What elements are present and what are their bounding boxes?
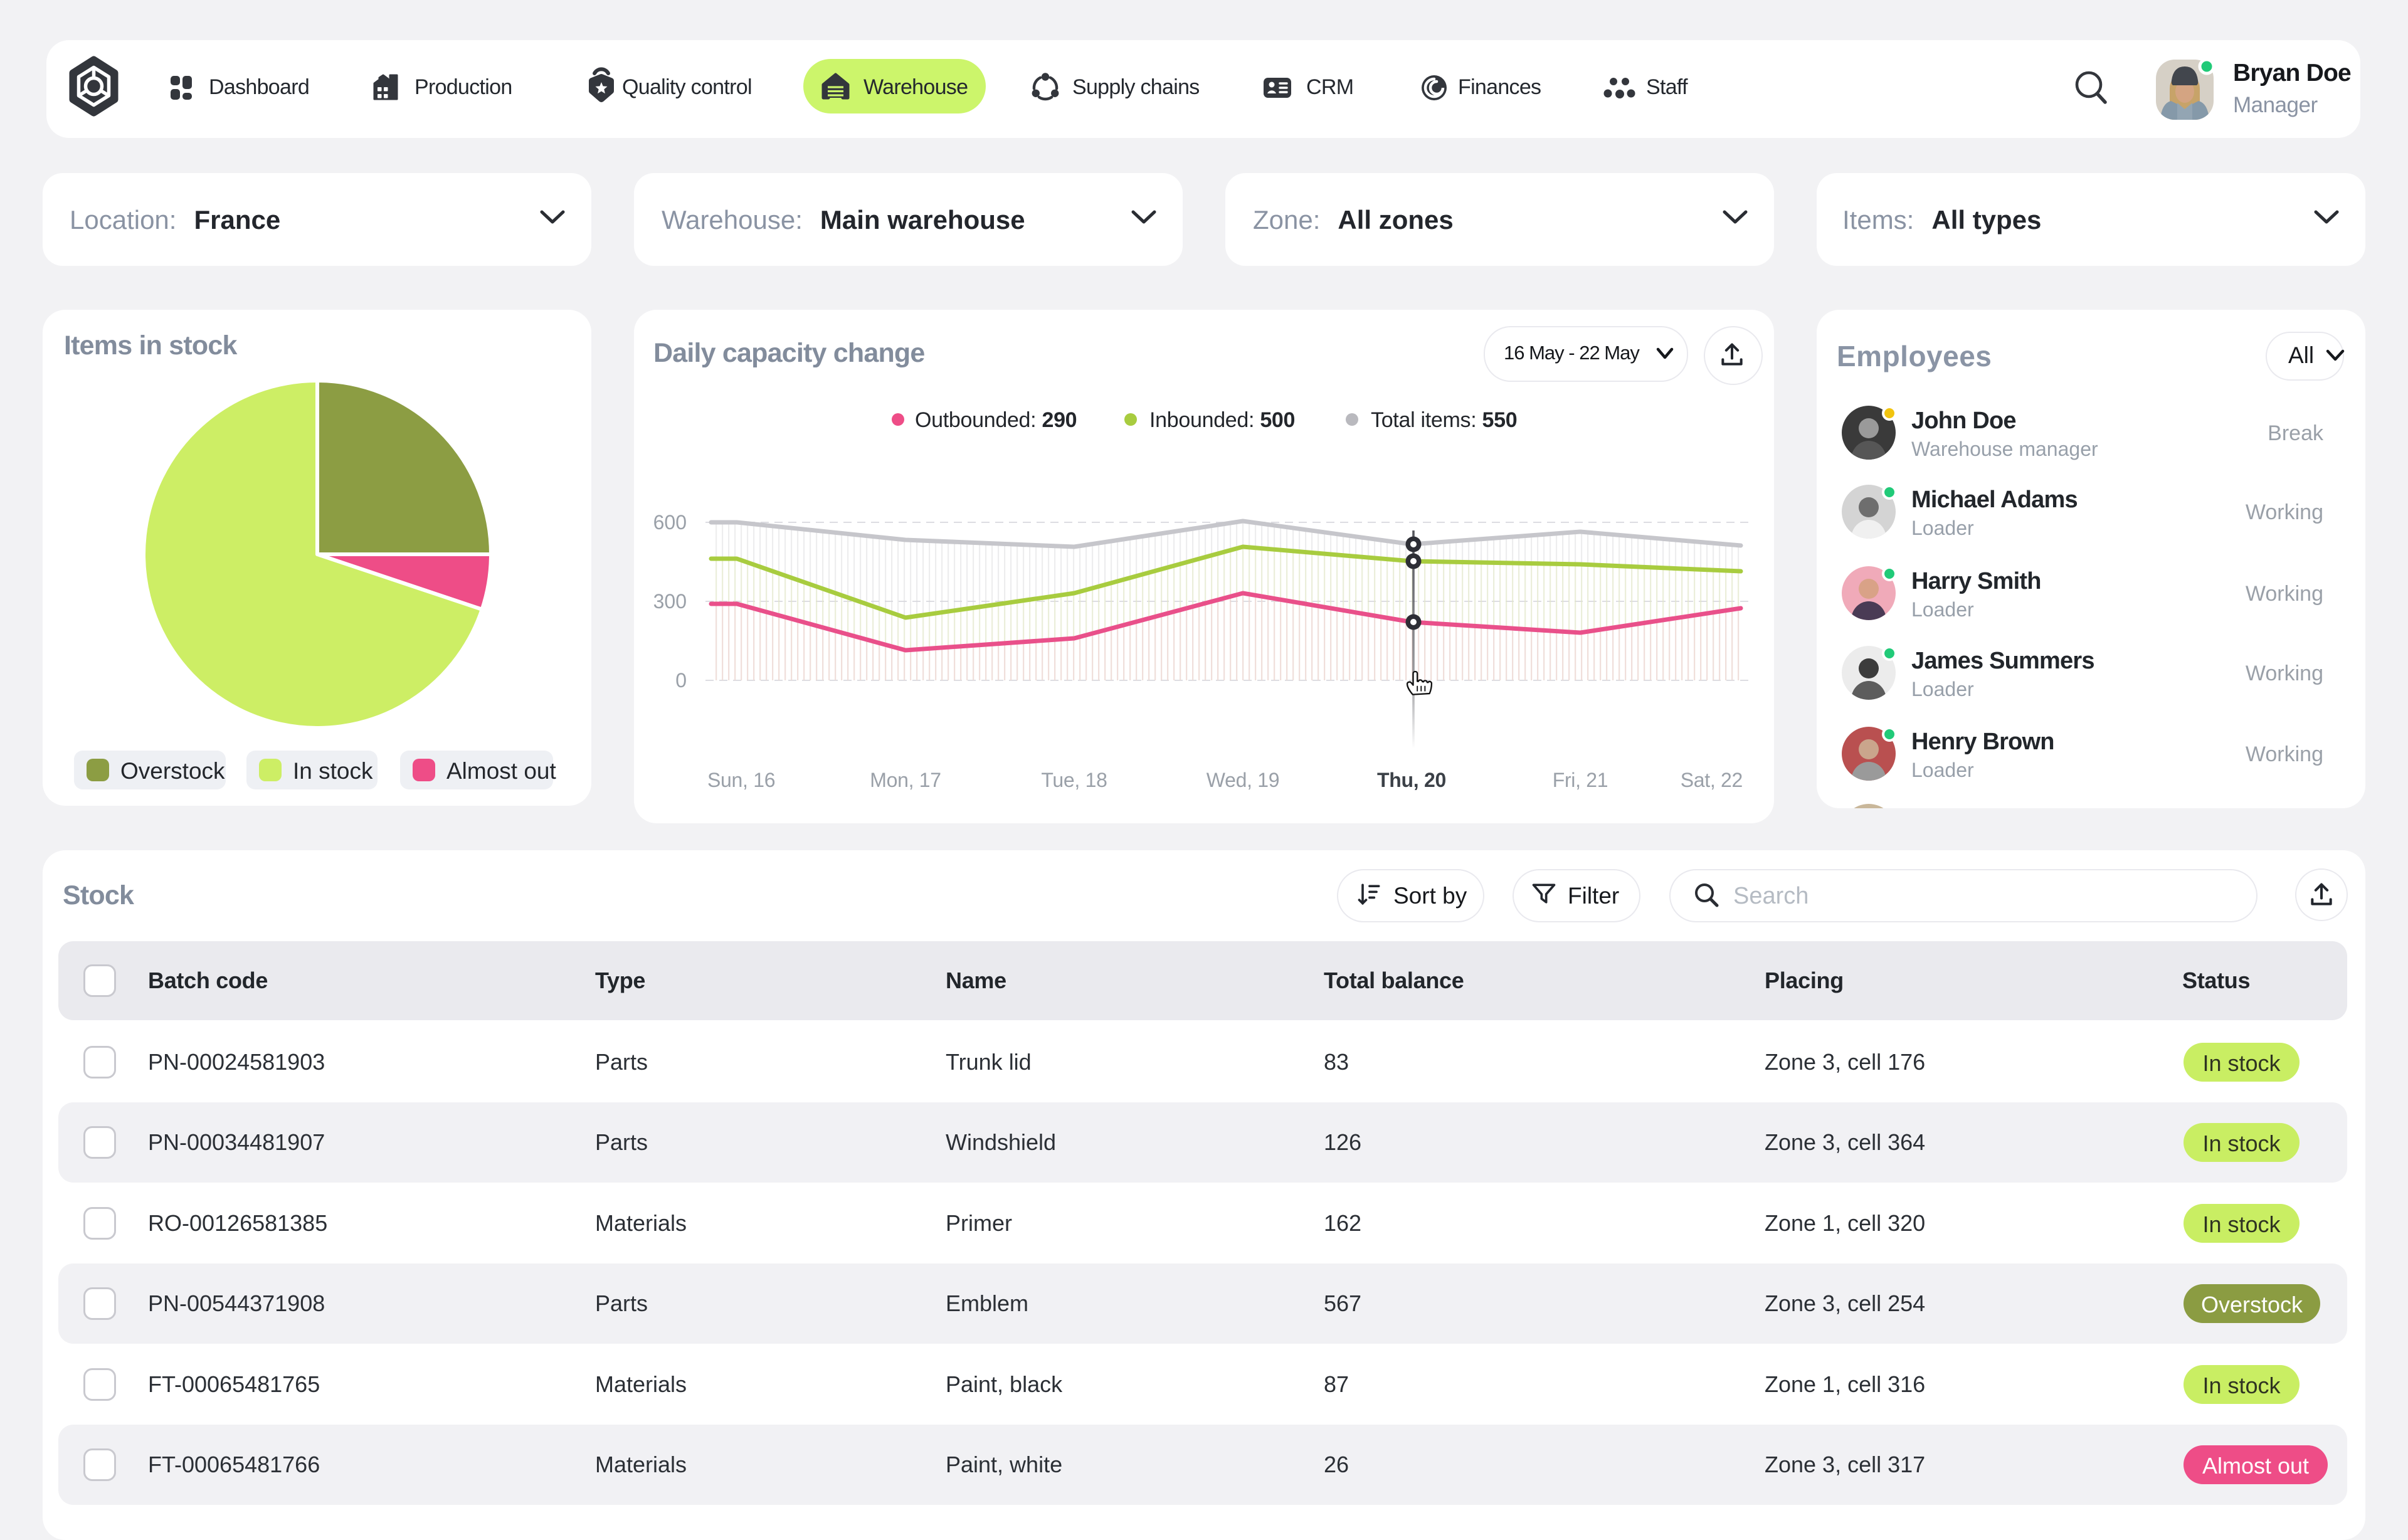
svg-text:Sat, 22: Sat, 22 — [1681, 769, 1743, 791]
svg-text:Sun, 16: Sun, 16 — [707, 769, 775, 791]
svg-text:Mon, 17: Mon, 17 — [870, 769, 941, 791]
svg-text:Tue, 18: Tue, 18 — [1041, 769, 1107, 791]
svg-text:Fri, 21: Fri, 21 — [1553, 769, 1608, 791]
svg-text:300: 300 — [653, 590, 687, 613]
svg-text:Thu, 20: Thu, 20 — [1377, 769, 1446, 791]
svg-text:0: 0 — [675, 669, 687, 692]
svg-text:Wed, 19: Wed, 19 — [1207, 769, 1280, 791]
svg-text:600: 600 — [653, 511, 687, 534]
